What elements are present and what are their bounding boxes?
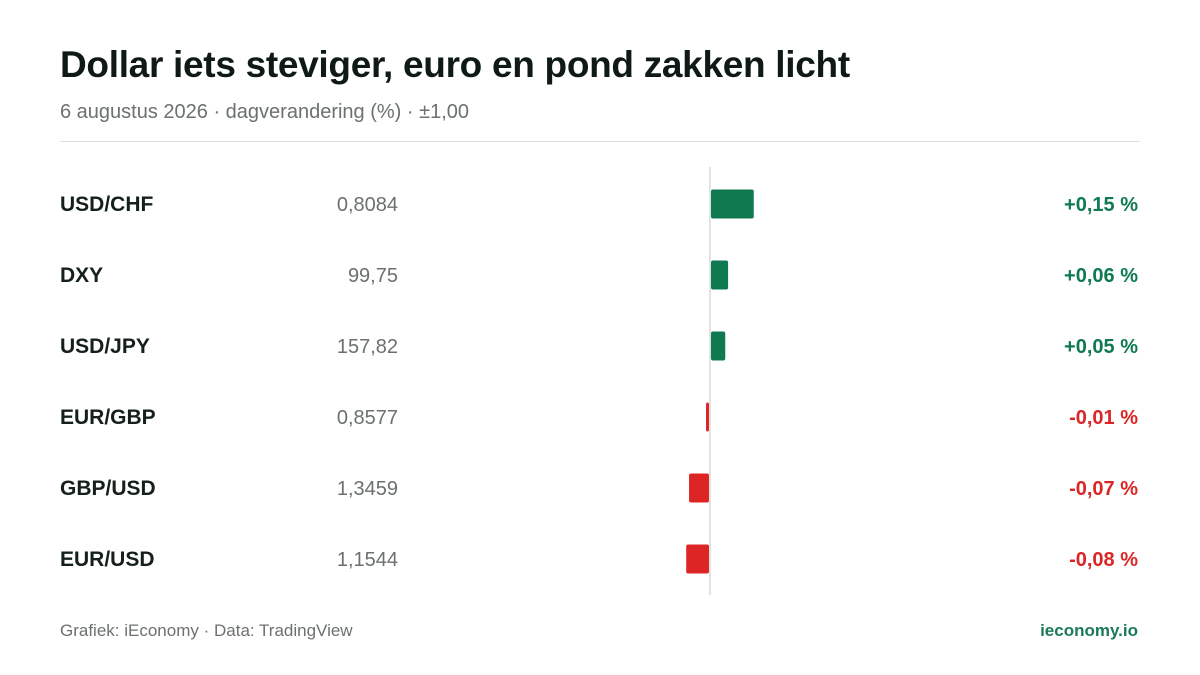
positive-bar	[711, 331, 726, 361]
change-label: +0,05 %	[1064, 336, 1138, 358]
pair-label: USD/CHF	[60, 193, 154, 216]
positive-bar	[711, 189, 754, 219]
price-value: 99,75	[348, 265, 398, 287]
price-value: 0,8577	[337, 407, 398, 429]
negative-bar	[686, 544, 709, 574]
change-label: +0,15 %	[1064, 194, 1138, 216]
pair-label: USD/JPY	[60, 335, 150, 358]
negative-bar	[706, 402, 709, 432]
change-label: -0,07 %	[1069, 478, 1138, 500]
brand-link[interactable]: ieconomy.io	[1040, 621, 1138, 640]
change-label: +0,06 %	[1064, 265, 1138, 287]
pair-label: EUR/GBP	[60, 406, 156, 429]
price-value: 0,8084	[337, 194, 398, 216]
price-value: 157,82	[337, 336, 398, 358]
source-credit: Grafiek: iEconomy · Data: TradingView	[60, 621, 353, 640]
pair-label: EUR/USD	[60, 548, 155, 571]
pair-label: DXY	[60, 264, 103, 287]
chart-title: Dollar iets steviger, euro en pond zakke…	[60, 44, 850, 85]
negative-bar	[689, 473, 709, 503]
chart-subtitle: 6 augustus 2026 · dagverandering (%) · ±…	[60, 101, 470, 123]
change-label: -0,01 %	[1069, 407, 1138, 429]
header-divider	[60, 141, 1140, 142]
pair-label: GBP/USD	[60, 477, 156, 500]
change-label: -0,08 %	[1069, 549, 1138, 571]
positive-bar	[711, 260, 729, 290]
price-value: 1,1544	[337, 549, 398, 571]
price-value: 1,3459	[337, 478, 398, 500]
